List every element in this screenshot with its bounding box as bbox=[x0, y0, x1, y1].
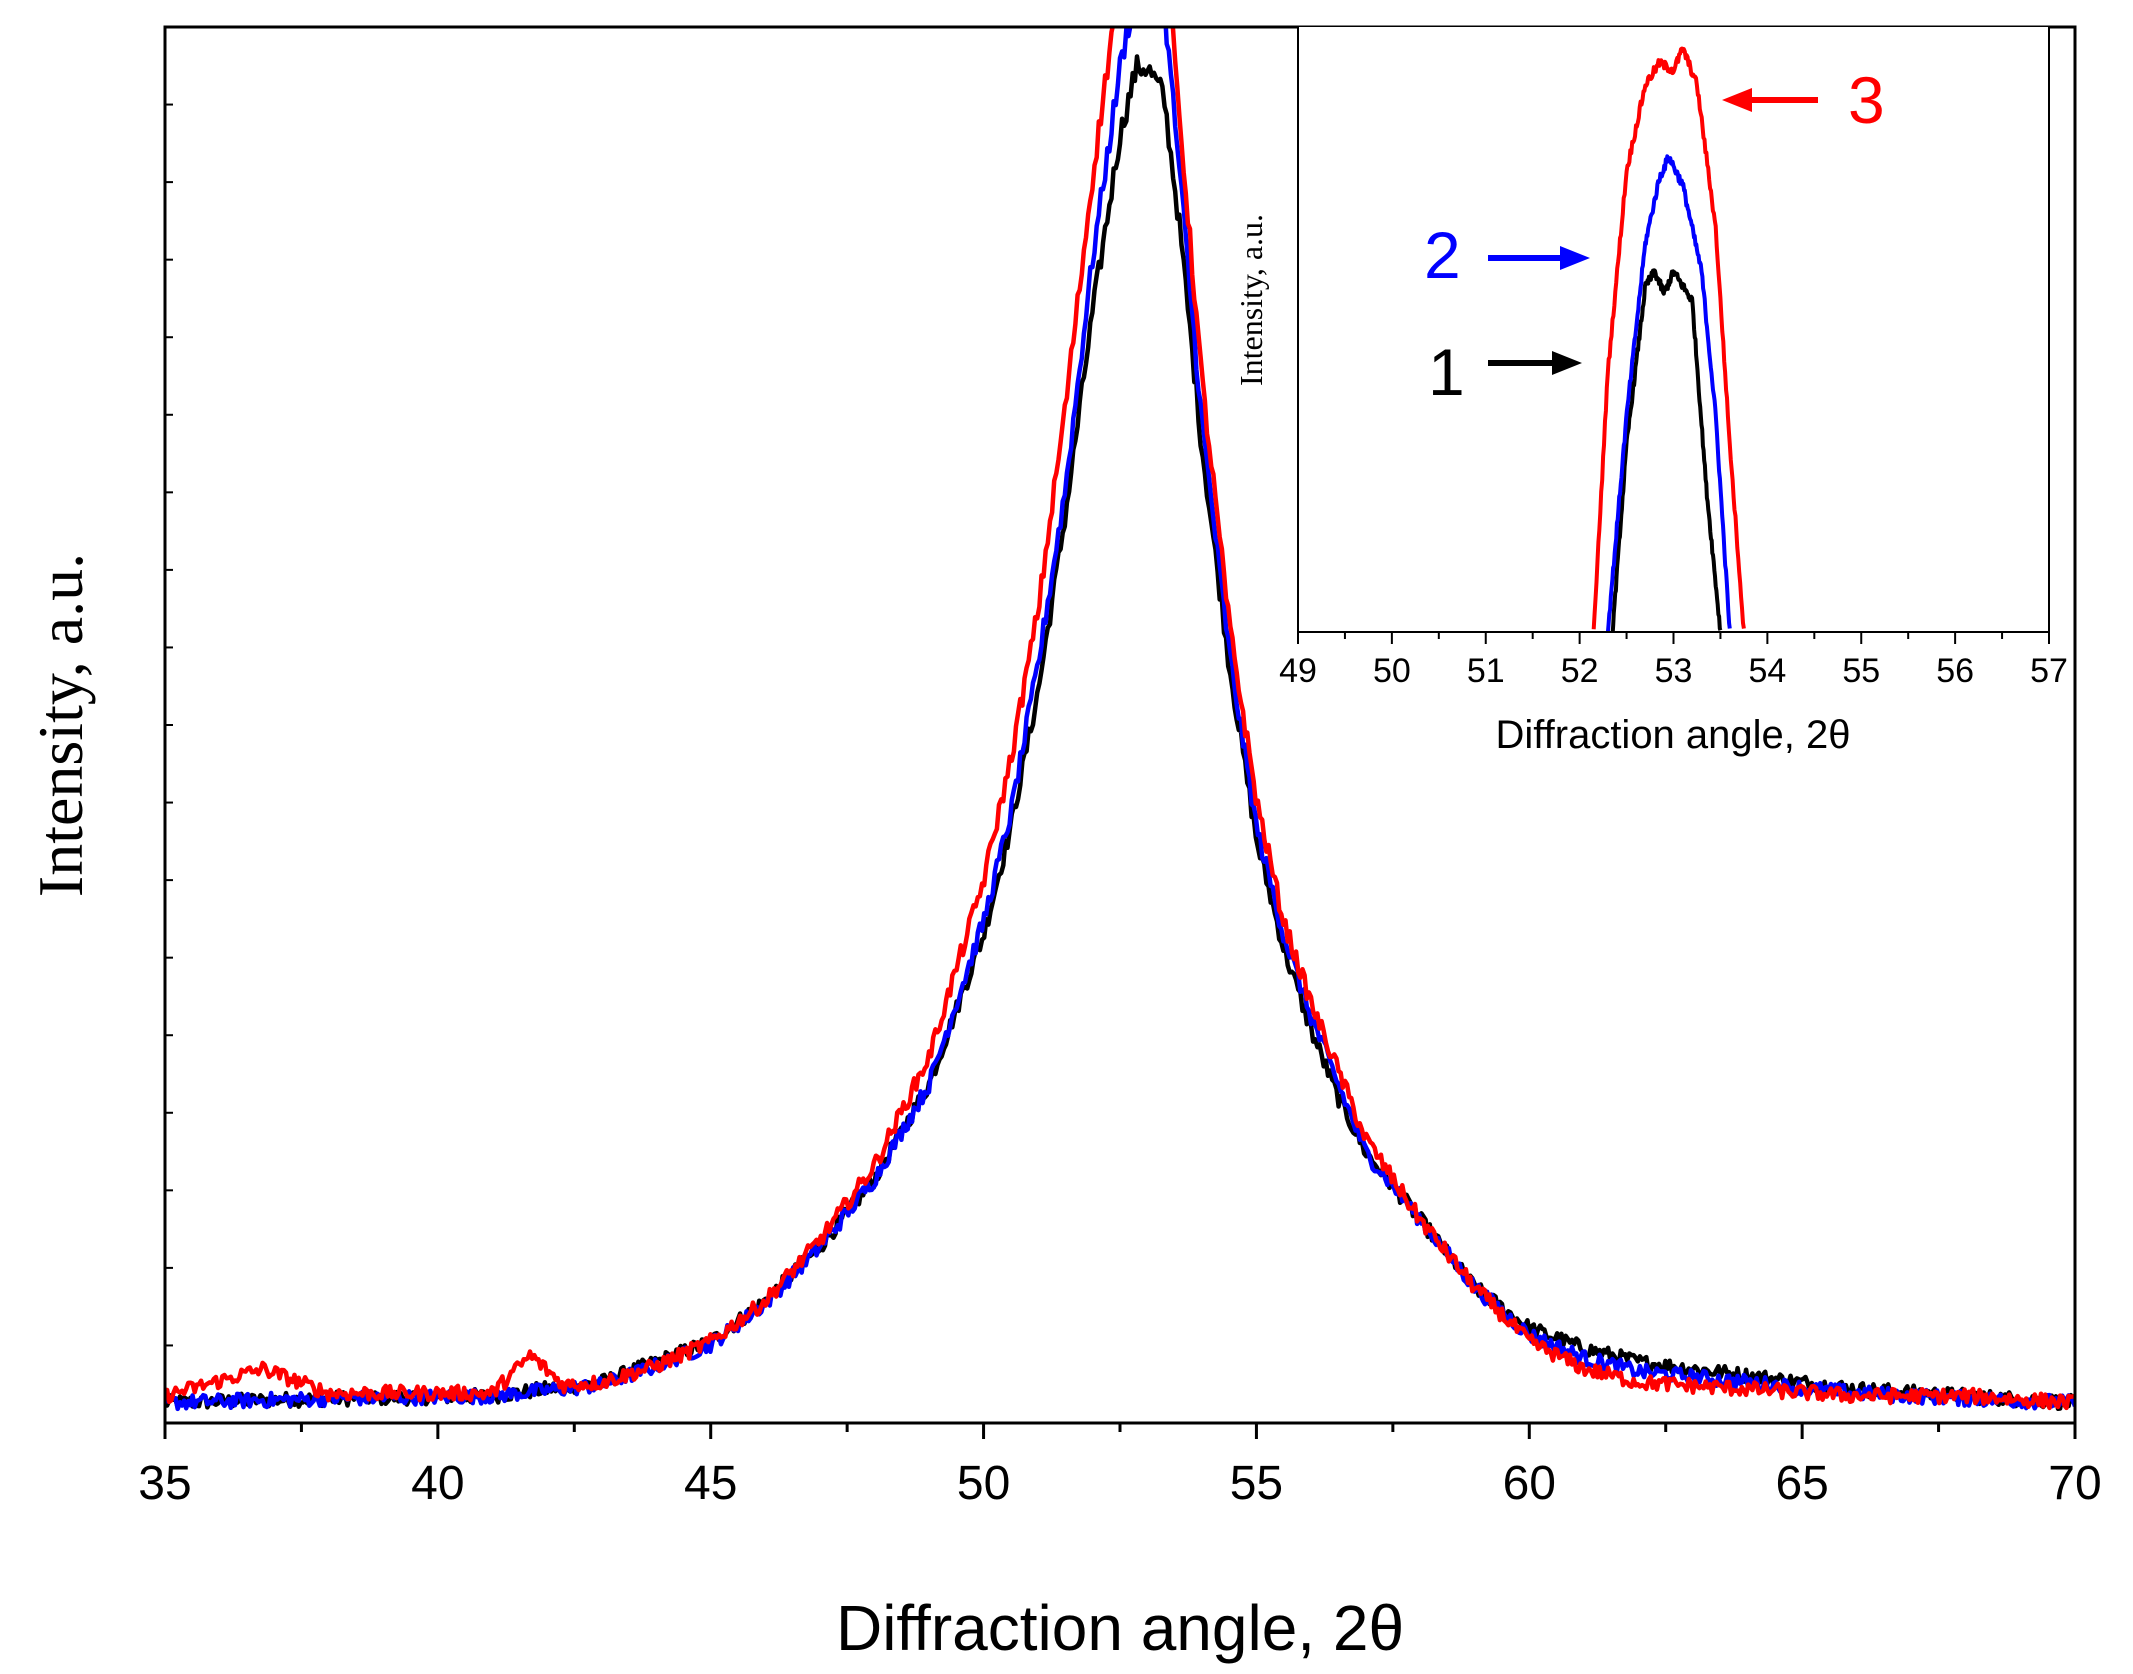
inset-x-tick-label: 55 bbox=[1842, 652, 1880, 690]
main-y-ticks bbox=[165, 103, 173, 1347]
inset-x-tick-label: 54 bbox=[1748, 652, 1786, 690]
main-x-tick-label: 70 bbox=[2048, 1457, 2101, 1510]
inset-x-tick-label: 51 bbox=[1467, 652, 1505, 690]
inset-x-tick-label: 49 bbox=[1279, 652, 1317, 690]
main-x-tick-label: 45 bbox=[684, 1457, 737, 1510]
inset-series-2-line bbox=[1605, 154, 1732, 632]
inset-y-axis-title: Intensity, a.u. bbox=[1233, 214, 1269, 386]
annotation-3-label: 3 bbox=[1848, 63, 1885, 137]
main-x-tick-label: 65 bbox=[1775, 1457, 1828, 1510]
inset-background bbox=[1298, 27, 2049, 632]
annotation-2-label: 2 bbox=[1424, 218, 1461, 292]
annotation-2: 2 bbox=[1424, 218, 1590, 292]
inset-series-lines bbox=[1591, 46, 1746, 632]
main-x-tick-label: 55 bbox=[1230, 1457, 1283, 1510]
inset-x-ticks bbox=[1297, 632, 2050, 644]
inset-x-tick-label: 52 bbox=[1561, 652, 1599, 690]
inset-x-tick-label: 53 bbox=[1655, 652, 1693, 690]
inset-plot: 49 50 51 52 53 54 55 56 57 Diffraction angle, 2θ… bbox=[1233, 27, 2068, 757]
main-x-tick-label: 35 bbox=[138, 1457, 191, 1510]
annotation-3-arrow-head bbox=[1722, 88, 1752, 112]
main-plot: 35 40 45 50 55 60 65 70 Diffraction angle, 2θ I… bbox=[25, 25, 2102, 1664]
inset-series-3-line bbox=[1591, 46, 1746, 630]
inset-x-tick-labels: 49 50 51 52 53 54 55 56 57 bbox=[1279, 652, 2068, 690]
main-x-tick-labels: 35 40 45 50 55 60 65 70 bbox=[138, 1457, 2101, 1510]
inset-x-tick-label: 57 bbox=[2030, 652, 2068, 690]
series-annotations: 3 2 1 bbox=[1424, 63, 1885, 409]
main-x-tick-label: 50 bbox=[957, 1457, 1010, 1510]
inset-series-1-line bbox=[1610, 268, 1723, 632]
inset-x-tick-label: 56 bbox=[1936, 652, 1974, 690]
annotation-1: 1 bbox=[1428, 335, 1582, 409]
annotation-1-label: 1 bbox=[1428, 335, 1465, 409]
annotation-2-arrow-head bbox=[1560, 246, 1590, 270]
main-x-tick-label: 40 bbox=[411, 1457, 464, 1510]
inset-x-tick-label: 50 bbox=[1373, 652, 1411, 690]
annotation-3: 3 bbox=[1722, 63, 1885, 137]
annotation-1-arrow-head bbox=[1552, 351, 1582, 375]
main-series-lines bbox=[165, 27, 2075, 1412]
inset-x-axis-title: Diffraction angle, 2θ bbox=[1495, 713, 1850, 757]
main-x-tick-label: 60 bbox=[1503, 1457, 1556, 1510]
main-series-3-line bbox=[165, 27, 2075, 1411]
main-x-axis-title: Diffraction angle, 2θ bbox=[836, 1592, 1404, 1664]
main-y-axis-title: Intensity, a.u. bbox=[25, 553, 96, 897]
main-x-ticks bbox=[163, 1423, 2077, 1439]
